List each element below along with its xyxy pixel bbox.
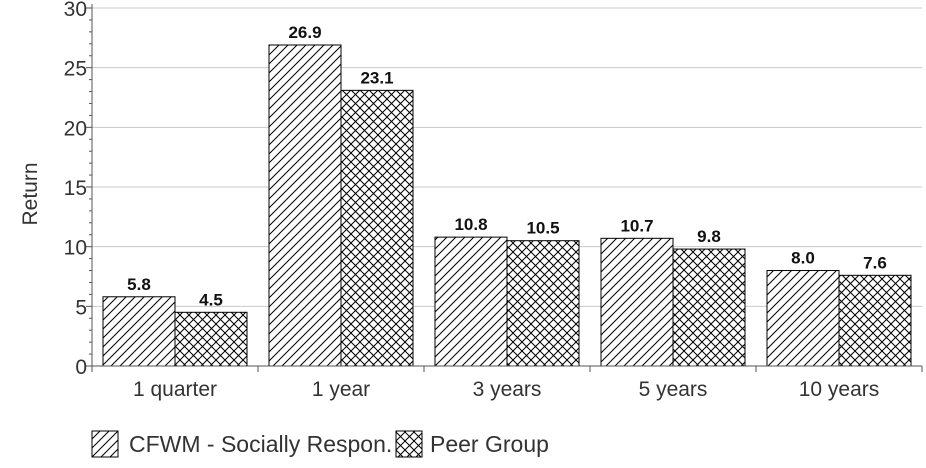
y-tick-label: 20	[64, 117, 87, 140]
bar-cfwm	[600, 237, 674, 367]
data-label-cfwm: 10.7	[620, 216, 653, 235]
x-tick-label: 3 years	[473, 378, 542, 401]
legend-label-cfwm: CFWM - Socially Respon.	[129, 431, 392, 457]
x-tick-label: 10 years	[799, 378, 880, 401]
data-label-peer-group: 10.5	[526, 219, 559, 238]
y-tick-label: 25	[64, 58, 87, 81]
x-tick-label: 5 years	[639, 378, 708, 401]
bar-peer-group	[838, 274, 912, 367]
y-tick-label: 10	[64, 237, 87, 260]
bar-cfwm	[434, 236, 508, 367]
data-label-cfwm: 10.8	[454, 215, 487, 234]
x-tick-label: 1 year	[312, 378, 370, 401]
data-label-peer-group: 4.5	[199, 290, 223, 309]
y-axis-title: Return	[19, 162, 42, 225]
legend: CFWM - Socially Respon. Peer Group	[91, 430, 549, 458]
y-tick-label: 5	[75, 296, 87, 319]
x-tick-label: 1 quarter	[133, 378, 217, 401]
data-label-cfwm: 8.0	[791, 249, 815, 268]
data-label-peer-group: 23.1	[360, 68, 393, 87]
y-tick-label: 30	[64, 0, 87, 21]
data-label-peer-group: 7.6	[863, 253, 887, 272]
legend-swatch-peer-group	[395, 430, 423, 458]
axes: 0 5 10 15 20 25 30 1 quarter 1 year 3 years 5 year…	[64, 0, 923, 401]
y-tick-label: 15	[64, 177, 87, 200]
data-labels: 5.8 26.9 10.8 10.7 8.0 4.5 23.1 10.5 9.8 7.6	[127, 23, 887, 309]
bar-cfwm	[102, 296, 176, 367]
data-label-peer-group: 9.8	[697, 227, 721, 246]
legend-swatch-cfwm	[91, 430, 119, 458]
bar-peer-group	[506, 240, 580, 367]
bar-peer-group	[672, 248, 746, 367]
bar-peer-group	[174, 311, 248, 367]
bar-cfwm	[268, 44, 342, 367]
legend-label-peer-group: Peer Group	[430, 431, 549, 457]
bars	[102, 44, 912, 367]
bar-peer-group	[340, 89, 414, 367]
bar-cfwm	[766, 270, 840, 367]
data-label-cfwm: 26.9	[288, 23, 321, 42]
data-label-cfwm: 5.8	[127, 275, 151, 294]
y-tick-label: 0	[75, 356, 87, 379]
